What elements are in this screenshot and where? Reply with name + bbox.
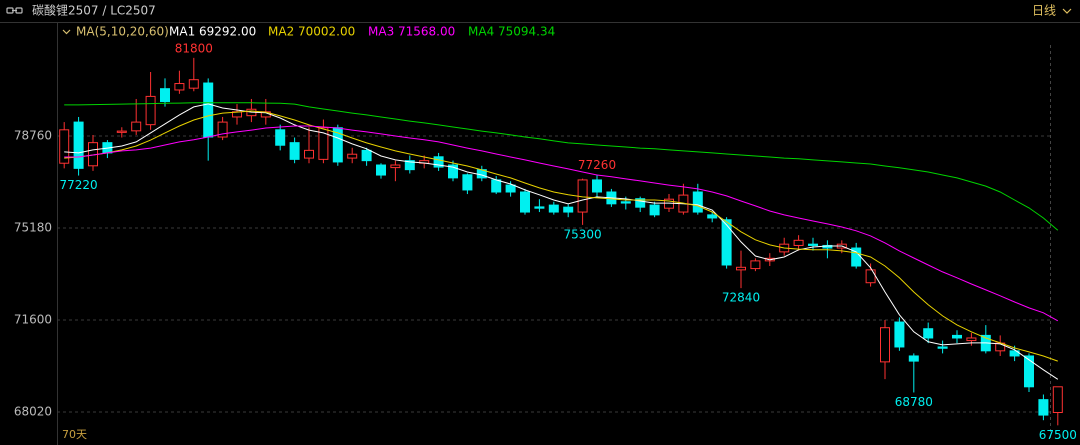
period-selector[interactable]: 日线	[1032, 4, 1056, 18]
candle-body	[116, 130, 127, 133]
link-icon	[6, 7, 23, 14]
candle-body	[390, 164, 401, 169]
candle-body	[361, 149, 372, 162]
candle-body	[707, 214, 718, 219]
legend-entry: MA3 71568.00	[368, 25, 455, 39]
moving-average-line	[64, 110, 1058, 362]
candle-body	[736, 266, 746, 271]
candle-body	[534, 206, 545, 209]
moving-average-line	[64, 125, 1059, 322]
candle-body	[376, 164, 386, 176]
y-tick-label: 68020	[14, 404, 52, 418]
high-label: 77260	[578, 158, 616, 172]
header-title: 碳酸锂2507 / LC2507	[32, 3, 156, 18]
legend-entry: MA2 70002.00	[268, 25, 355, 39]
candle-body	[520, 191, 530, 213]
candle-body	[59, 129, 70, 164]
candle-body	[73, 121, 84, 169]
candle-body	[145, 95, 156, 126]
y-tick-label: 75180	[14, 220, 52, 234]
high-label: 81800	[175, 41, 213, 55]
candle-body	[750, 260, 761, 270]
legend-entry: MA1 69292.00	[169, 25, 256, 39]
indicator-label: MA(5,10,20,60)	[76, 25, 169, 39]
candle-body	[937, 346, 948, 349]
candle-body	[592, 179, 602, 193]
candle-body	[318, 127, 329, 160]
candle-body	[347, 153, 358, 159]
candle-body	[462, 174, 473, 191]
span-label: 70天	[62, 428, 87, 441]
candle-body	[620, 201, 631, 204]
candle-body	[275, 129, 286, 146]
candle-body	[952, 334, 962, 339]
candle-body	[404, 160, 415, 171]
low-label: 67500	[1039, 428, 1077, 442]
candle-body	[548, 204, 559, 213]
indicator-dropdown-arrow[interactable]	[62, 29, 71, 35]
candle-body	[563, 206, 574, 213]
candle-body	[908, 355, 919, 362]
candle-body	[1052, 386, 1063, 414]
moving-average-line	[64, 102, 1059, 231]
candle-body	[433, 156, 444, 168]
y-tick-label: 78760	[14, 128, 52, 142]
candle-body	[448, 164, 458, 179]
candle-body	[304, 149, 314, 159]
candle-body	[865, 269, 876, 284]
candle-body	[289, 142, 300, 160]
candle-body	[966, 337, 977, 342]
candle-body	[188, 79, 199, 89]
candle-body	[505, 184, 516, 193]
candle-body	[131, 121, 142, 132]
low-label: 68780	[895, 395, 933, 409]
legend-entry: MA4 75094.34	[468, 25, 555, 39]
candle-body	[721, 219, 732, 266]
candle-body	[491, 179, 502, 193]
candle-body	[649, 204, 660, 216]
candle-body	[635, 198, 646, 208]
candle-body	[808, 243, 818, 246]
candle-body	[203, 82, 214, 138]
low-label: 77220	[60, 178, 98, 192]
low-label: 75300	[564, 227, 602, 241]
low-label: 72840	[722, 291, 760, 305]
candle-body	[894, 321, 905, 348]
candle-body	[793, 239, 804, 246]
candle-body	[923, 328, 934, 339]
candle-body	[174, 83, 185, 91]
period-dropdown-arrow[interactable]	[1062, 8, 1072, 14]
candle-body	[217, 121, 228, 138]
candle-body	[160, 88, 170, 103]
candle-body	[1024, 355, 1034, 388]
candle-body	[692, 191, 703, 213]
moving-average-line	[64, 103, 1059, 380]
y-tick-label: 71600	[14, 312, 52, 326]
candle-body	[880, 327, 890, 363]
candle-body	[1038, 399, 1049, 416]
